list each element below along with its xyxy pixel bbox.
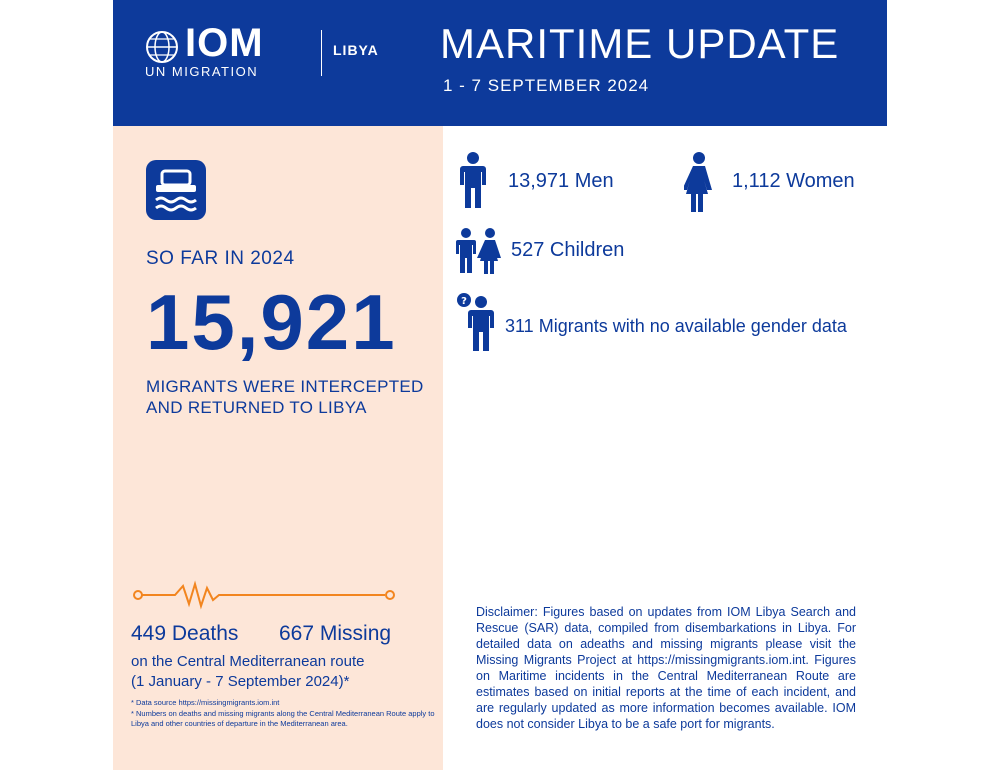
man-icon	[460, 152, 486, 208]
men-count: 13,971 Men	[508, 170, 614, 192]
globe-icon	[146, 31, 178, 63]
logo-country: LIBYA	[333, 42, 379, 58]
so-far-label: SO FAR IN 2024	[146, 248, 295, 269]
deaths-count: 449 Deaths	[131, 622, 239, 645]
heartbeat-line-icon	[133, 580, 395, 610]
footnote-scope: * Numbers on deaths and missing migrants…	[131, 709, 435, 728]
woman-icon	[684, 152, 712, 212]
footnote-source: * Data source https://missingmigrants.io…	[131, 698, 280, 707]
logo-subtitle: UN MIGRATION	[145, 64, 259, 79]
date-range: 1 - 7 SEPTEMBER 2024	[443, 76, 650, 95]
route-line: on the Central Mediterranean route	[131, 653, 365, 670]
boat-icon	[146, 160, 206, 220]
unknown-person-icon: ?	[457, 293, 494, 351]
route-period: (1 January - 7 September 2024)*	[131, 673, 350, 690]
intercepted-text: MIGRANTS WERE INTERCEPTED AND RETURNED T…	[146, 377, 424, 417]
infographic-card: IOM UN MIGRATION LIBYA MARITIME UPDATE 1…	[113, 0, 887, 770]
children-count: 527 Children	[511, 239, 625, 261]
children-icon	[456, 228, 501, 274]
women-count: 1,112 Women	[732, 170, 855, 192]
total-intercepted: 15,921	[146, 278, 397, 366]
route-description: on the Central Mediterranean route (1 Ja…	[131, 652, 431, 692]
svg-text:?: ?	[461, 296, 467, 307]
logo-wordmark: IOM	[185, 21, 264, 65]
disclaimer-text: Disclaimer: Figures based on updates fro…	[476, 605, 856, 731]
header-banner: IOM UN MIGRATION LIBYA MARITIME UPDATE 1…	[113, 0, 887, 126]
logo-divider	[321, 30, 322, 76]
unknown-gender-count: 311 Migrants with no available gender da…	[505, 316, 847, 336]
page-title: MARITIME UPDATE	[440, 20, 840, 67]
summary-panel: SO FAR IN 2024 15,921 MIGRANTS WERE INTE…	[113, 126, 443, 770]
missing-count: 667 Missing	[279, 622, 392, 645]
